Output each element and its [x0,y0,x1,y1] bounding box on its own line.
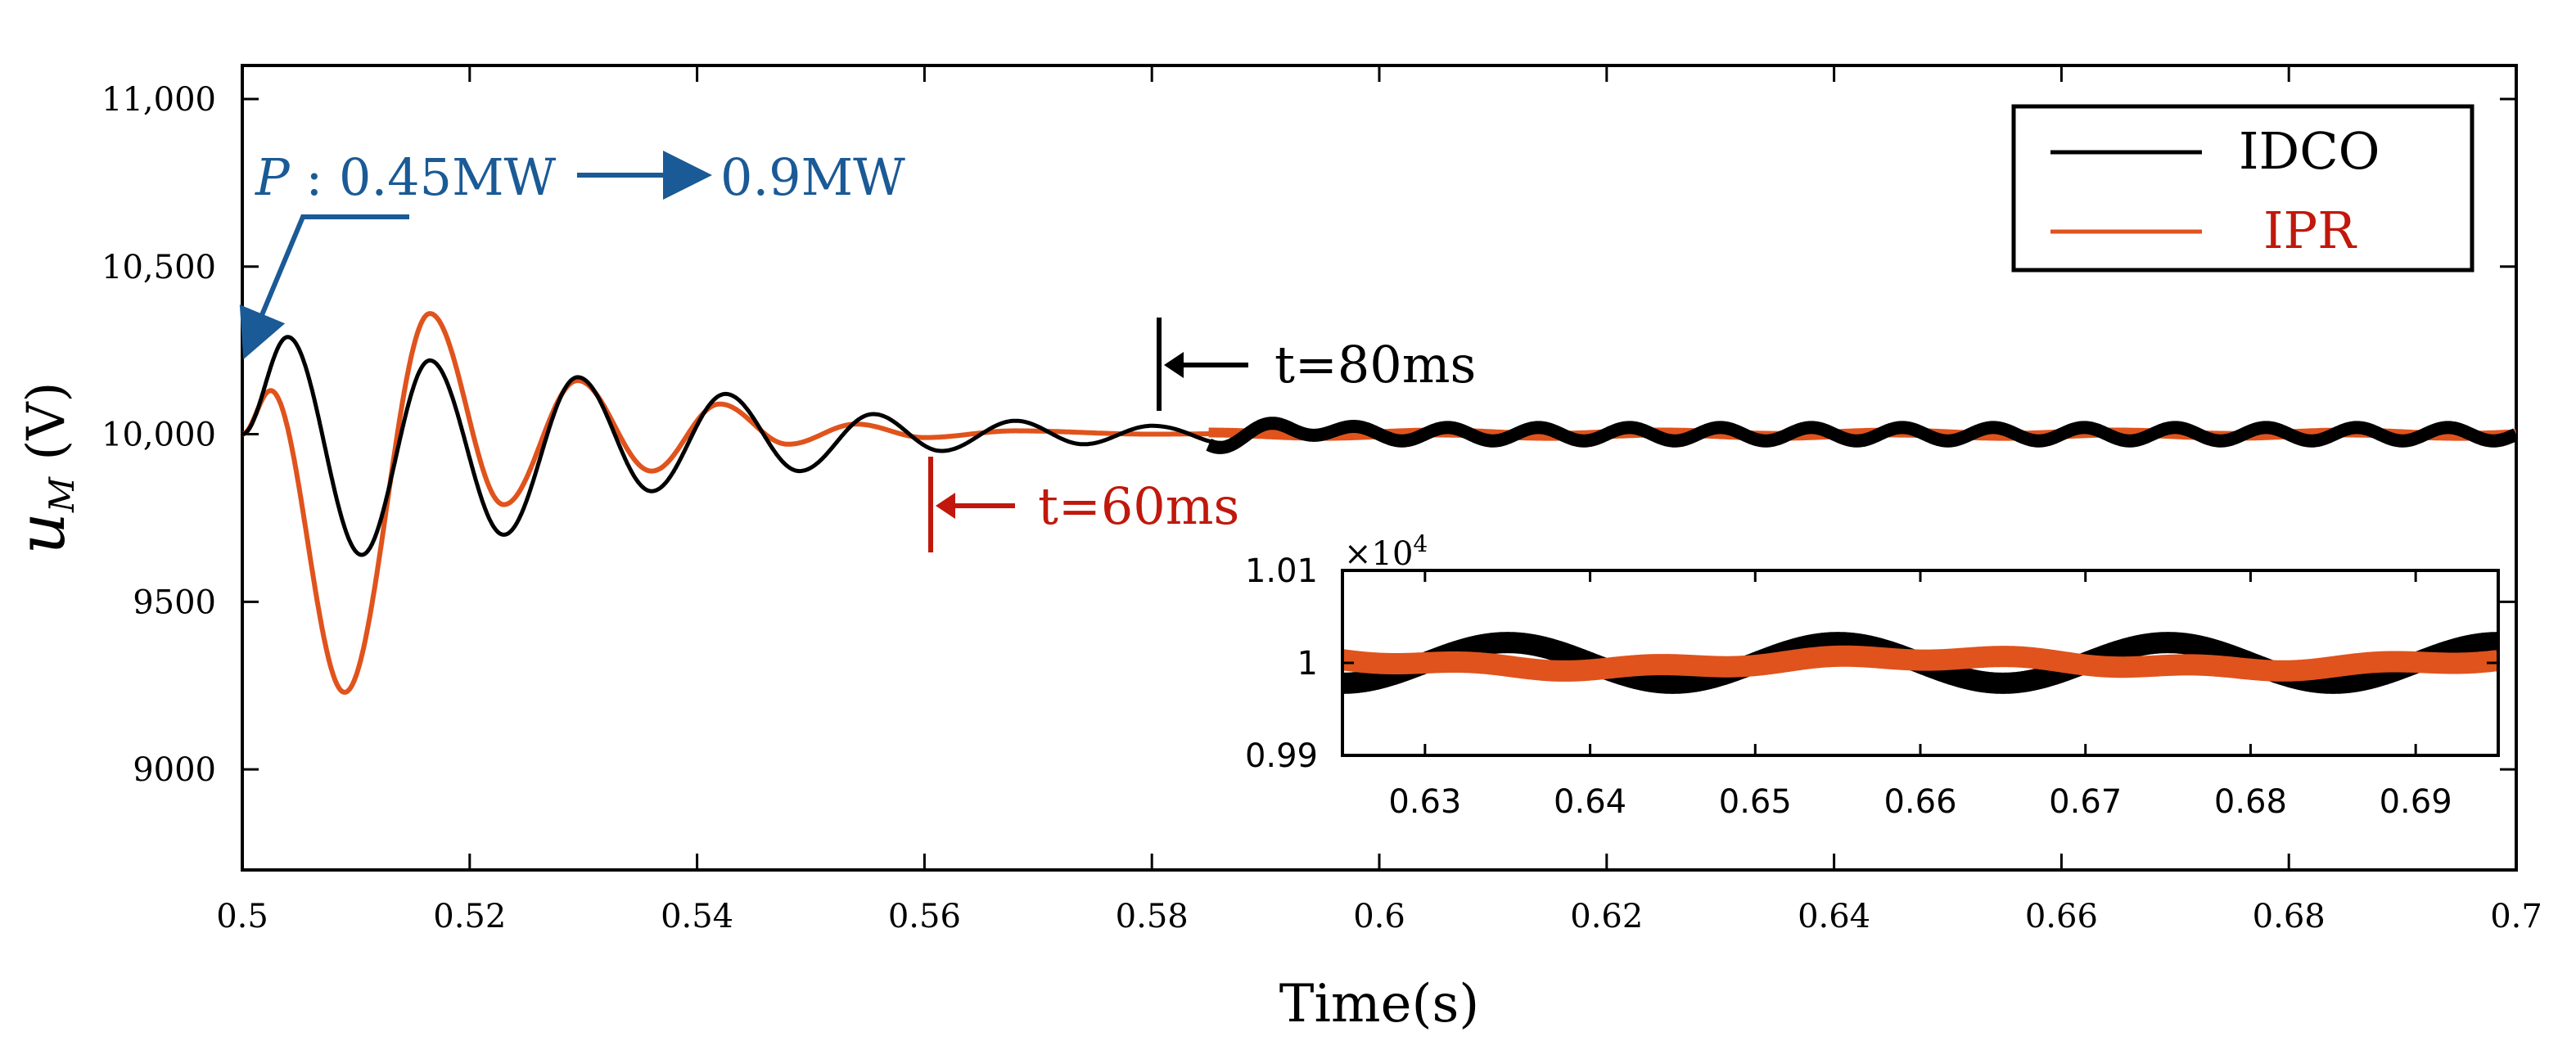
legend-label-idco: IDCO [2239,121,2380,181]
legend-label-ipr: IPR [2263,201,2357,260]
inset-series-ipr [1342,645,2498,682]
power-step-label-from: P : 0.45MW [255,147,557,207]
inset-axes: 0.63 0.64 0.65 0.66 0.67 0.68 0.69 0.99 1 1.01 [1245,552,2500,821]
x-tick-label: 0.58 [1116,898,1189,935]
y-tick-label: 9000 [133,751,216,789]
inset-x-tick-label: 0.64 [1554,783,1626,821]
main-axes: 0.5 0.52 0.54 0.56 0.58 0.6 0.62 0.64 0.66 0.68 0.… [3,64,2542,1034]
x-tick-label: 0.62 [1570,898,1643,935]
x-tick-label: 0.68 [2253,898,2326,935]
y-tick-label: 10,500 [102,249,216,286]
inset-x-tick-label: 0.68 [2214,783,2287,821]
inset-chart: 0.63 0.64 0.65 0.66 0.67 0.68 0.69 0.99 1 1.01 ×1… [1245,530,2500,821]
y-tick-label: 11,000 [102,81,216,119]
inset-x-tick-label: 0.67 [2049,783,2122,821]
inset-y-tick-label: 1 [1297,645,1318,683]
x-tick-label: 0.7 [2490,898,2542,935]
y-tick-label: 9500 [133,584,216,621]
power-step-pointer [239,214,409,360]
x-tick-label: 0.66 [2025,898,2098,935]
inset-series [1342,632,2498,694]
y-axis-label: uM (V) [3,381,82,554]
legend: IDCO IPR [2011,104,2474,273]
x-axis-label: Time(s) [1279,974,1480,1034]
inset-y-tick-label: 0.99 [1245,737,1318,775]
t60-arrow-head [936,493,955,519]
t60-label: t=60ms [1038,476,1239,536]
x-tick-label: 0.56 [888,898,961,935]
power-step-label-to: 0.9MW [720,147,905,207]
x-tick-label: 0.52 [433,898,506,935]
t80-arrow-head [1164,352,1184,378]
inset-exponent-label: ×104 [1344,530,1428,573]
x-tick-label: 0.6 [1353,898,1405,935]
inset-x-tick-label: 0.65 [1719,783,1792,821]
x-tick-label: 0.5 [216,898,268,935]
legend-box [2011,104,2474,273]
t60-annotation: t=60ms [928,457,1239,552]
inset-x-tick-label: 0.69 [2380,783,2452,821]
inset-y-tick-label: 1.01 [1245,552,1318,590]
x-tick-label: 0.64 [1798,898,1870,935]
y-tick-label: 10,000 [102,417,216,454]
power-step-annotation: P : 0.45MW 0.9MW [239,147,905,360]
t80-label: t=80ms [1274,335,1476,394]
inset-x-tick-label: 0.66 [1884,783,1956,821]
inset-x-tick-label: 0.63 [1388,783,1461,821]
t80-annotation: t=80ms [1157,318,1476,411]
series-band-idco [1203,417,2516,454]
x-tick-label: 0.54 [661,898,733,935]
main-series [242,311,2516,695]
